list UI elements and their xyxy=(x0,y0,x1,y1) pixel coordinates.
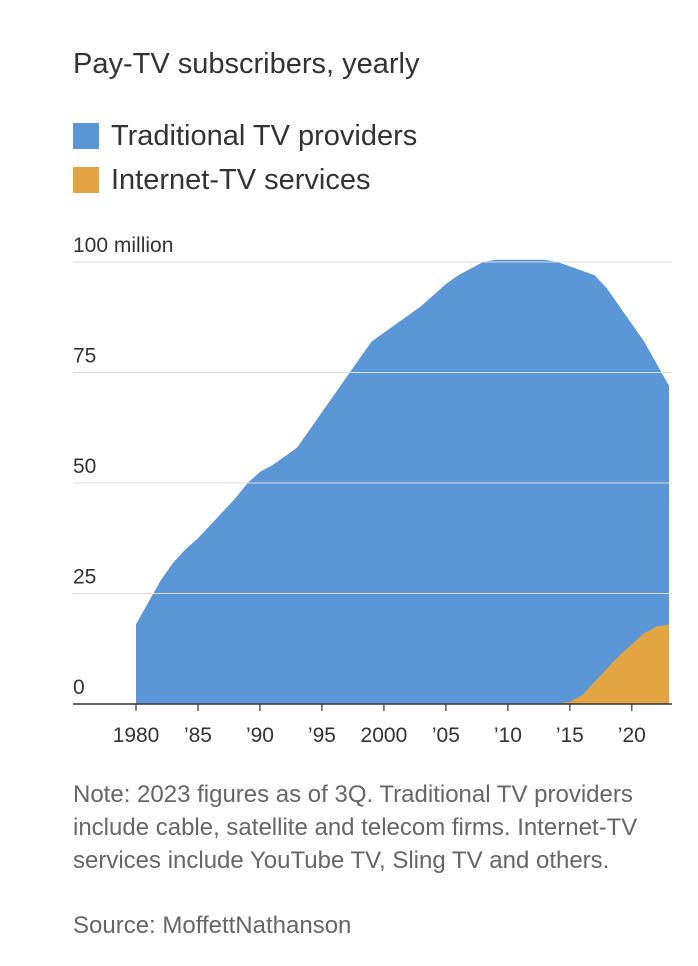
x-tick-label: ’95 xyxy=(308,724,336,747)
y-tick-label: 0 xyxy=(73,676,85,699)
y-tick-label: 75 xyxy=(73,345,96,368)
chart-note: Note: 2023 figures as of 3Q. Traditional… xyxy=(73,781,638,874)
area-traditional-tv xyxy=(136,259,669,704)
x-tick-label: ’85 xyxy=(184,724,212,747)
x-tick-label: 2000 xyxy=(361,724,408,747)
chart-source: Source: MoffettNathanson xyxy=(73,912,352,939)
legend-swatch-traditional xyxy=(73,123,99,149)
x-tick-label: ’10 xyxy=(494,724,522,747)
y-tick-label: 50 xyxy=(73,455,96,478)
x-tick-label: ’15 xyxy=(556,724,584,747)
legend-swatch-internet xyxy=(73,167,99,193)
y-tick-label: 100 million xyxy=(73,234,173,257)
area-internet-tv xyxy=(557,624,669,704)
x-tick-label: ’20 xyxy=(618,724,646,747)
legend-item-traditional: Traditional TV providers xyxy=(73,114,417,158)
legend: Traditional TV providers Internet-TV ser… xyxy=(73,114,417,202)
x-tick-label: ’90 xyxy=(246,724,274,747)
legend-label-internet: Internet-TV services xyxy=(111,163,371,196)
area-chart: 0 25 50 75 100 million 1980 ’85 ’90 ’95 2000 ’05 ’… xyxy=(73,234,672,747)
x-tick-label: 1980 xyxy=(113,724,160,747)
legend-item-internet: Internet-TV services xyxy=(73,158,417,202)
x-tick-label: ’05 xyxy=(432,724,460,747)
y-tick-label: 25 xyxy=(73,566,96,589)
legend-label-traditional: Traditional TV providers xyxy=(111,119,418,152)
chart-title: Pay-TV subscribers, yearly xyxy=(73,48,420,80)
